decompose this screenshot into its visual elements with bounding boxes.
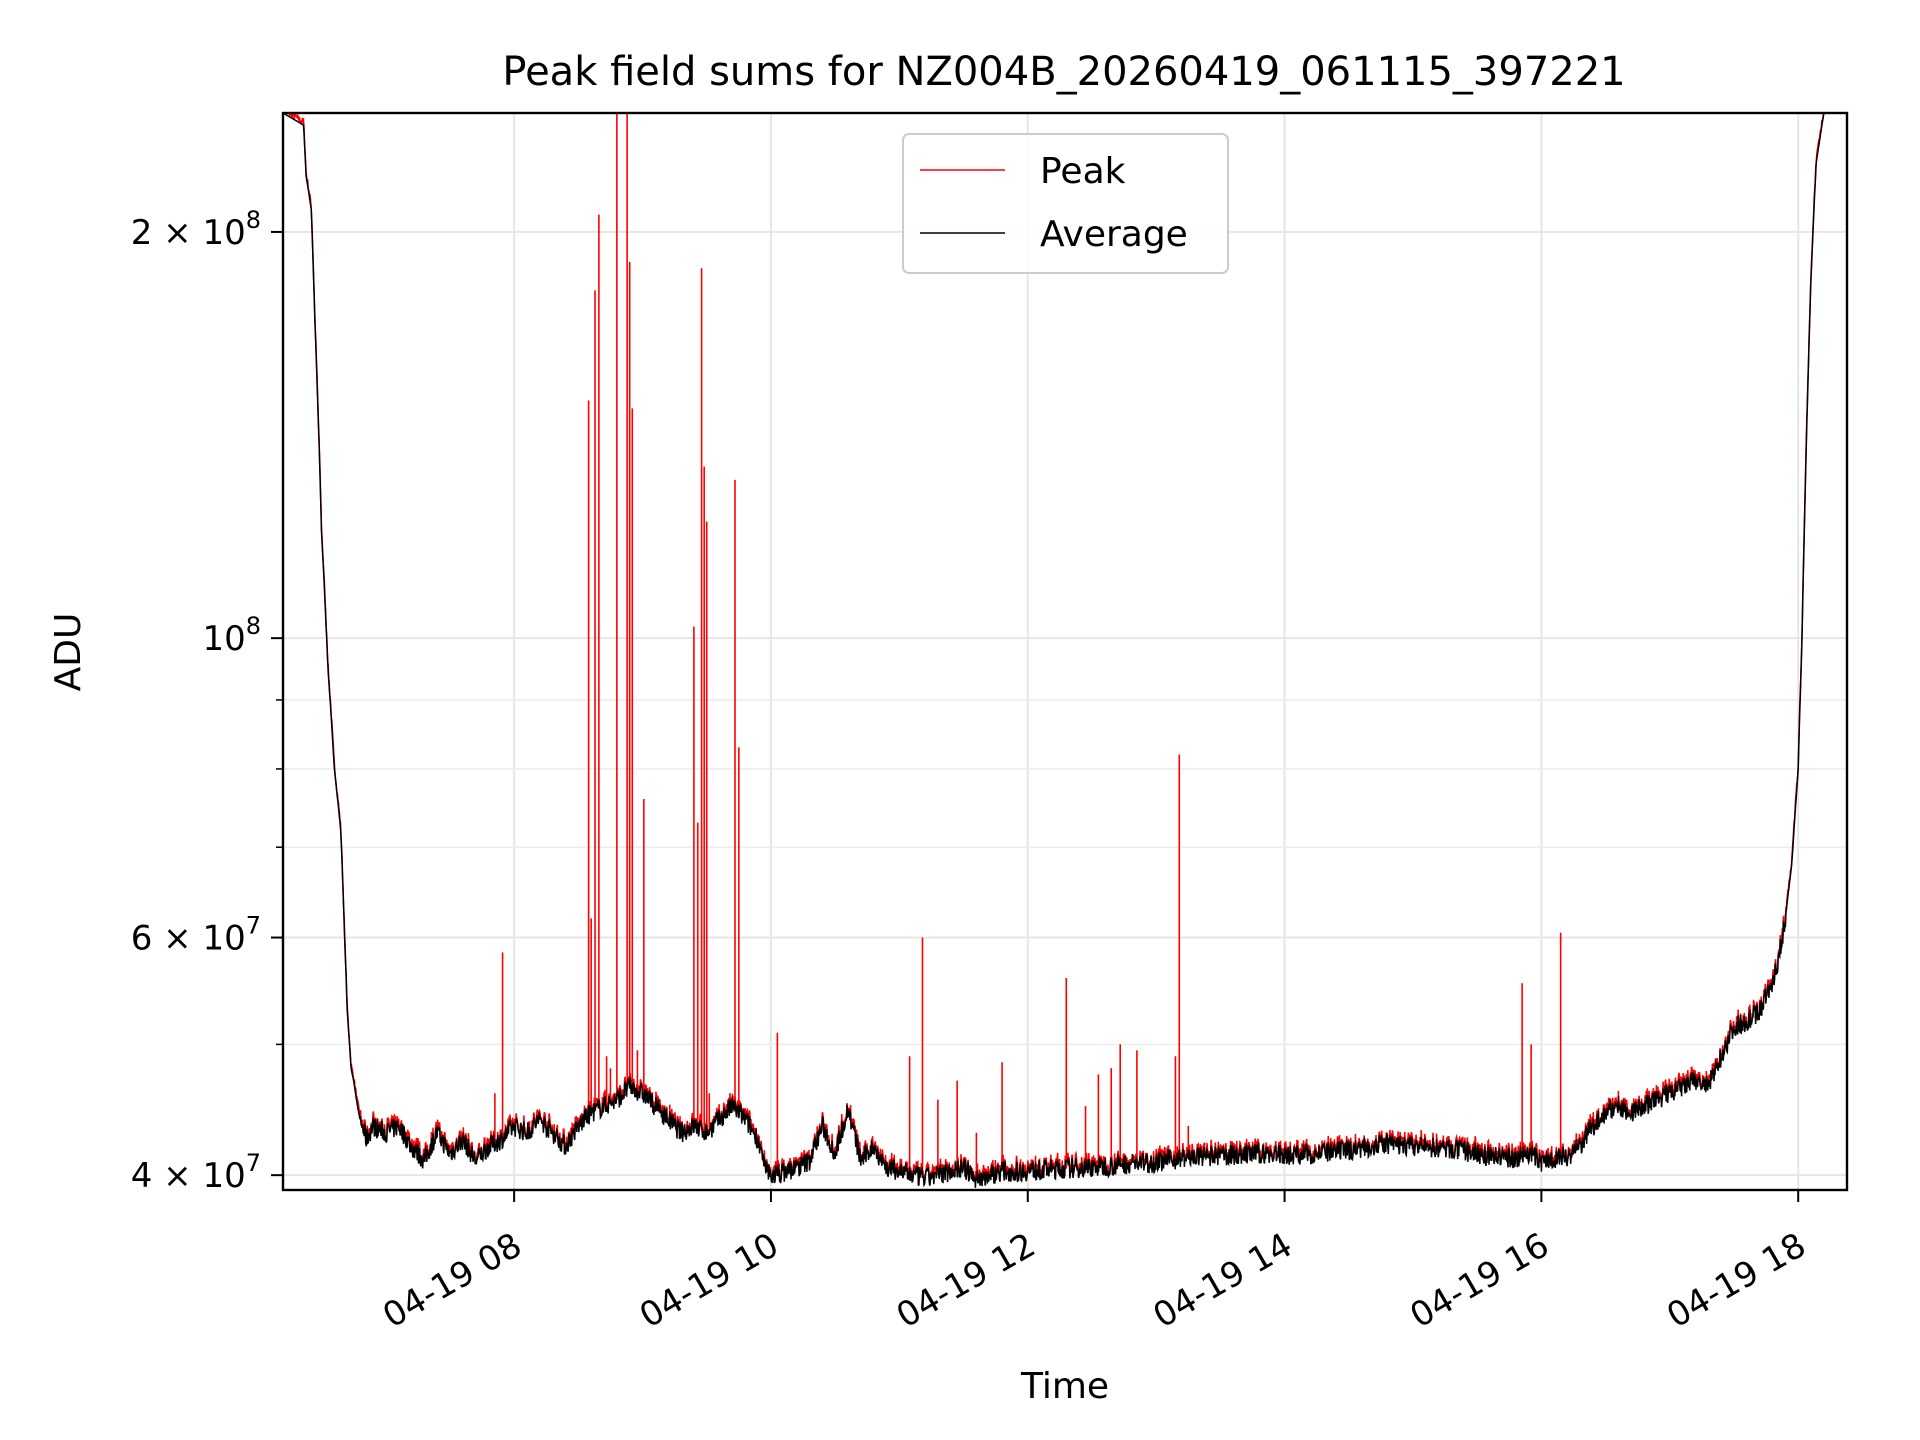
average-series-line xyxy=(283,113,1847,1188)
y-tick-label-exponent: 8 xyxy=(246,206,261,234)
legend-box xyxy=(902,133,1229,274)
y-tick-label-exponent: 7 xyxy=(246,912,261,940)
series-layer xyxy=(283,113,1847,1188)
y-tick-label-base: 4 × 10 xyxy=(131,1156,246,1196)
y-tick-label: 108 xyxy=(202,612,261,659)
legend-average-label: Average xyxy=(1040,214,1188,255)
y-tick-label-base: 10 xyxy=(202,619,245,659)
y-tick-label: 4 × 107 xyxy=(131,1149,261,1196)
x-axis-label: Time xyxy=(1020,1366,1109,1407)
y-tick-label-base: 2 × 10 xyxy=(131,213,246,253)
y-tick-label: 6 × 107 xyxy=(131,912,261,959)
y-axis-label: ADU xyxy=(48,613,89,692)
y-tick-label: 2 × 108 xyxy=(131,206,261,253)
chart-title: Peak field sums for NZ004B_20260419_0611… xyxy=(502,49,1625,95)
axes-frame xyxy=(281,111,1849,1192)
legend: Peak Average xyxy=(902,133,1229,274)
legend-peak-label: Peak xyxy=(1040,151,1126,192)
y-tick-label-exponent: 8 xyxy=(246,612,261,640)
y-tick-label-base: 6 × 10 xyxy=(131,919,246,959)
y-tick-label-exponent: 7 xyxy=(246,1149,261,1177)
